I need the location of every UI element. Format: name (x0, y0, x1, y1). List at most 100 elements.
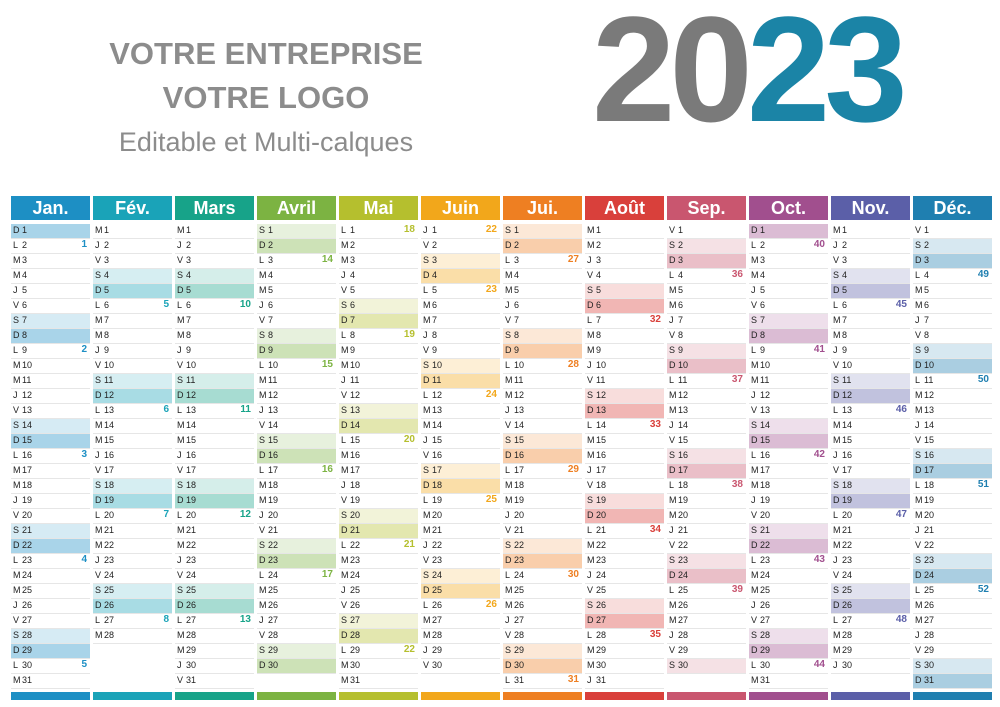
weekday-letter: M (751, 465, 759, 475)
day-row: J 25 (339, 584, 418, 599)
day-number: 11 (596, 375, 606, 385)
day-row: M 18 (749, 479, 828, 494)
day-number: 14 (760, 420, 771, 430)
day-number: 31 (350, 675, 361, 685)
day-number: 10 (760, 360, 771, 370)
day-row: M 21 (421, 524, 500, 539)
weekday-letter: D (259, 450, 266, 460)
weekday-letter: D (177, 285, 184, 295)
day-row: M 12 (913, 389, 992, 404)
weekday-letter: V (95, 570, 102, 580)
weekday-letter: V (833, 255, 840, 265)
day-row: S 14 (749, 419, 828, 434)
weekday-letter: M (505, 375, 513, 385)
weekday-letter: D (423, 270, 430, 280)
day-row: J 24 (585, 569, 664, 584)
weekday-letter: S (505, 645, 512, 655)
day-number: 9 (350, 345, 356, 355)
day-row: L 4 49 (913, 269, 992, 284)
day-row: V 10 (93, 359, 172, 374)
week-number: 36 (731, 269, 743, 280)
weekday-letter: V (505, 525, 512, 535)
day-row: L 18 38 (667, 479, 746, 494)
day-number: 28 (268, 630, 279, 640)
day-number: 21 (432, 525, 443, 535)
month-column: Sep. V 1 S 2 D 3 L 4 36 M 5 M 6 J 7 V 8 S 9 D 10 L 11 37 M 12 M 13 J 1… (667, 196, 746, 700)
day-row: J 13 (257, 404, 336, 419)
day-number: 15 (596, 435, 607, 445)
day-number: 6 (22, 300, 28, 310)
month-footer-bar (585, 692, 664, 700)
day-number: 19 (22, 495, 33, 505)
day-number: 16 (350, 450, 361, 460)
weekday-letter: L (177, 615, 183, 625)
day-row: D 12 (175, 389, 254, 404)
weekday-letter: M (341, 360, 349, 370)
day-row: J 23 (175, 554, 254, 569)
day-number: 1 (268, 225, 274, 235)
weekday-letter: M (341, 345, 349, 355)
weekday-letter: S (587, 495, 594, 505)
day-number: 8 (760, 330, 766, 340)
day-row: L 26 26 (421, 599, 500, 614)
weekday-letter: L (423, 495, 429, 505)
weekday-letter: D (259, 240, 266, 250)
weekday-letter: S (505, 330, 512, 340)
weekday-letter: J (751, 390, 756, 400)
day-number: 14 (350, 420, 361, 430)
weekday-letter: S (833, 375, 840, 385)
weekday-letter: J (587, 360, 592, 370)
day-row: S 13 (339, 404, 418, 419)
day-row: L 1 18 (339, 224, 418, 239)
weekday-letter: D (833, 600, 840, 610)
day-number: 4 (678, 270, 684, 280)
weekday-letter: S (423, 570, 430, 580)
day-row: L 3 27 (503, 254, 582, 269)
day-number: 9 (104, 345, 110, 355)
day-number: 8 (22, 330, 28, 340)
weekday-letter: M (341, 465, 349, 475)
day-row: S 11 (175, 374, 254, 389)
day-number: 18 (268, 480, 279, 490)
week-number: 2 (81, 344, 87, 355)
day-row: M 12 (503, 389, 582, 404)
weekday-letter: J (915, 420, 920, 430)
weekday-letter: L (95, 510, 101, 520)
day-number: 28 (760, 630, 771, 640)
day-row: L 20 7 (93, 509, 172, 524)
day-number: 19 (678, 495, 689, 505)
day-number: 25 (186, 585, 197, 595)
day-row: J 15 (421, 434, 500, 449)
day-number: 12 (432, 390, 443, 400)
day-number: 9 (22, 345, 28, 355)
day-number: 6 (678, 300, 684, 310)
weekday-letter: D (669, 465, 676, 475)
day-number: 14 (104, 420, 115, 430)
day-number: 3 (22, 255, 28, 265)
day-row: M 23 (339, 554, 418, 569)
month-header: Sep. (667, 196, 746, 220)
day-number: 30 (760, 660, 771, 670)
day-number: 14 (924, 420, 935, 430)
day-number: 27 (514, 615, 525, 625)
weekday-letter: S (177, 270, 184, 280)
day-number: 7 (432, 315, 438, 325)
day-number: 12 (268, 390, 279, 400)
weekday-letter: J (669, 630, 674, 640)
day-number: 2 (186, 240, 192, 250)
day-row: L 19 25 (421, 494, 500, 509)
day-number: 29 (350, 645, 361, 655)
day-row: J 22 (421, 539, 500, 554)
day-number: 13 (760, 405, 771, 415)
day-row: L 2 40 (749, 239, 828, 254)
weekday-letter: M (341, 570, 349, 580)
month-header: Nov. (831, 196, 910, 220)
day-number: 11 (514, 375, 524, 385)
weekday-letter: M (587, 450, 595, 460)
day-row: L 13 6 (93, 404, 172, 419)
